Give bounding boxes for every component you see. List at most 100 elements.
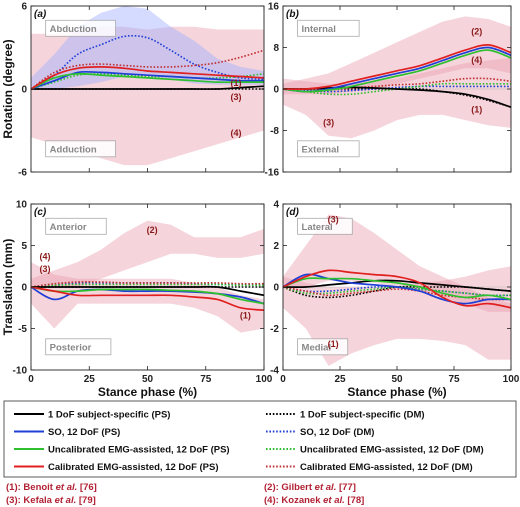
reference-label: (1) [328, 339, 339, 349]
direction-box [297, 140, 360, 158]
series-line [283, 273, 511, 305]
series-line [31, 72, 264, 90]
x-tick-label: 100 [503, 374, 520, 385]
y-tick-label: -10 [13, 366, 28, 377]
sd-band [283, 16, 511, 95]
y-axis-label: Translation (mm) [1, 239, 15, 336]
sd-band [31, 262, 264, 333]
series-line [31, 285, 264, 297]
reference-label: (3) [39, 264, 50, 274]
series-line [31, 286, 264, 305]
y-tick-label: -4 [270, 366, 279, 377]
sd-band [31, 26, 264, 166]
legend-frame [3, 400, 517, 478]
legend-label: SO, 12 DoF (PS) [48, 427, 120, 438]
plot-area [283, 16, 511, 139]
series-line [283, 44, 511, 91]
series-line [31, 85, 264, 90]
y-tick-label: 0 [273, 85, 279, 96]
reference-4: (4): Kozanek et al. [78] [264, 495, 364, 506]
y-tick-label: -6 [18, 168, 27, 179]
legend-label: 1 DoF subject-specific (PS) [48, 410, 170, 421]
direction-label: Internal [302, 24, 336, 35]
y-tick-label: 5 [21, 241, 27, 252]
direction-label: External [302, 144, 340, 155]
direction-label: Posterior [50, 342, 92, 353]
plot-area [31, 220, 264, 333]
legend-label: Calibrated EMG-assisted, 12 DoF (PS) [48, 462, 219, 473]
series-line [31, 281, 264, 288]
direction-box [45, 140, 116, 158]
reference-label: (1) [240, 311, 251, 321]
x-tick-label: 25 [84, 374, 96, 385]
series-line [31, 49, 264, 90]
reference-1: (1): Benoit et al. [76] [6, 482, 97, 493]
direction-label: Adduction [50, 144, 97, 155]
direction-label: Medial [302, 342, 332, 353]
y-axis-label: Rotation (degree) [1, 39, 15, 138]
series-line [283, 269, 511, 309]
panel-3: -4 -2 0 2 4 0 25 50 75 100 Stance phase (%) (d)Late… [270, 200, 520, 400]
y-tick-label: -8 [270, 126, 279, 137]
reference-label: (2) [147, 225, 158, 235]
legend-label: SO, 12 DoF (DM) [300, 427, 374, 438]
reference-label: (4) [231, 128, 242, 138]
direction-box [297, 338, 349, 356]
y-tick-label: 0 [273, 283, 279, 294]
x-tick-label: 50 [391, 374, 403, 385]
direction-box [297, 19, 360, 37]
y-tick-label: 0 [21, 85, 27, 96]
reference-label: (3) [323, 117, 334, 127]
series-line [31, 283, 264, 288]
direction-box [297, 217, 353, 235]
reference-legend: (1): Benoit et al. [76] (2): Gilbert et … [6, 482, 364, 506]
x-tick-label: 100 [256, 374, 273, 385]
legend: 1 DoF subject-specific (PS) 1 DoF subject… [3, 400, 517, 478]
sd-band [31, 220, 264, 287]
series-line [283, 49, 511, 93]
reference-label: (2) [471, 27, 482, 37]
legend-label: Uncalibrated EMG-assisted, 12 DoF (DM) [300, 445, 484, 456]
legend-label: 1 DoF subject-specific (DM) [300, 410, 425, 421]
direction-box [45, 217, 107, 235]
direction-box [45, 19, 116, 37]
series-line [31, 72, 264, 90]
sd-band [283, 57, 511, 139]
series-line [283, 286, 511, 297]
y-tick-label: 10 [16, 200, 28, 211]
panel-label: (d) [286, 207, 299, 218]
x-tick-label: 75 [200, 374, 212, 385]
panel-0: -6 0 6 Rotation (degree) (a)Abduction Adducti… [1, 2, 265, 179]
direction-label: Abduction [50, 24, 97, 35]
y-tick-label: 2 [273, 241, 279, 252]
reference-label: (1) [231, 78, 242, 88]
series-line [283, 277, 511, 301]
reference-3: (3): Kefala et al. [79] [6, 495, 96, 506]
reference-label: (1) [471, 104, 482, 114]
legend-label: Uncalibrated EMG-assisted, 12 DoF (PS) [48, 445, 230, 456]
reference-label: (3) [328, 215, 339, 225]
x-tick-label: 0 [280, 374, 286, 385]
x-tick-label: 75 [448, 374, 460, 385]
y-tick-label: 16 [268, 2, 280, 13]
panel-label: (a) [34, 9, 47, 20]
direction-label: Lateral [302, 222, 333, 233]
y-tick-label: -16 [265, 168, 280, 179]
x-tick-label: 50 [142, 374, 154, 385]
legend-label: Calibrated EMG-assisted, 12 DoF (DM) [300, 462, 473, 473]
y-tick-label: 8 [273, 43, 279, 54]
series-line [31, 286, 264, 312]
y-tick-label: -2 [270, 324, 279, 335]
series-line [283, 286, 511, 301]
x-tick-label: 25 [334, 374, 346, 385]
y-tick-label: 0 [21, 283, 27, 294]
y-tick-label: 6 [21, 2, 27, 13]
direction-label: Anterior [50, 222, 87, 233]
panel-label: (b) [286, 9, 299, 20]
x-axis-label: Stance phase (%) [347, 385, 446, 399]
reference-label: (3) [231, 92, 242, 102]
direction-box [45, 338, 112, 356]
reference-2: (2): Gilbert et al. [77] [264, 482, 356, 493]
